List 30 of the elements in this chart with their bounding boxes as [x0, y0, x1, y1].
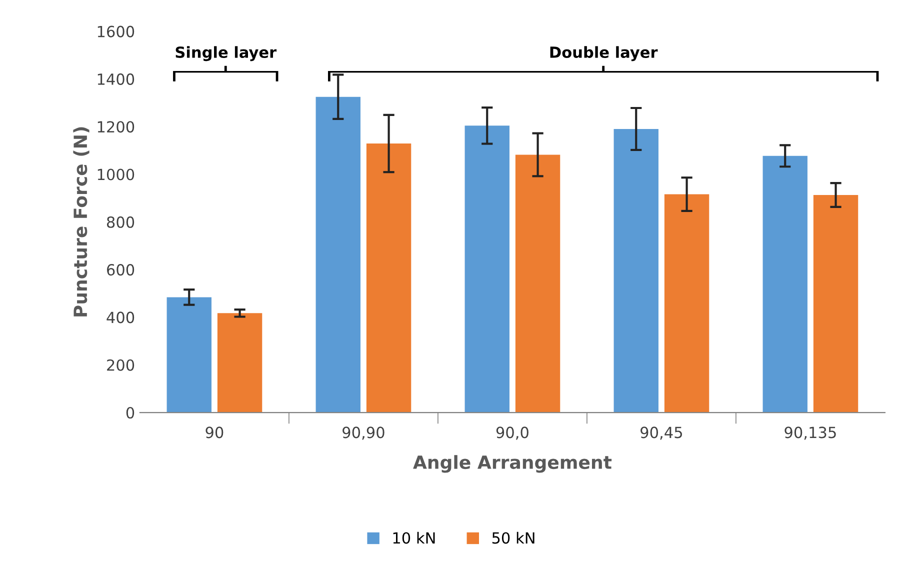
bar — [515, 154, 560, 413]
bar — [166, 297, 212, 413]
x-tick-label: 90,45 — [640, 426, 682, 440]
y-tick-label: 0 — [126, 406, 134, 419]
y-tick-label: 1000 — [98, 168, 134, 180]
bar — [464, 126, 510, 413]
x-tick-label: 90,0 — [496, 426, 528, 440]
y-axis-title: Puncture Force (N) — [73, 127, 90, 316]
bar — [316, 96, 360, 413]
bar — [664, 194, 710, 413]
y-tick-label: 800 — [106, 216, 134, 228]
x-tick-label: 90,135 — [784, 426, 836, 440]
annotation: Double layer — [550, 46, 658, 62]
x-tick-label: 90,90 — [342, 426, 384, 440]
legend-label: 50 kN — [492, 532, 534, 544]
bar — [217, 313, 262, 413]
y-tick-label: 200 — [107, 359, 134, 371]
bar — [614, 128, 658, 413]
bar — [762, 156, 808, 413]
annotation: Single layer — [176, 46, 277, 62]
bar — [813, 194, 858, 413]
x-axis-title: Angle Arrangement — [413, 455, 612, 473]
y-tick-label: 600 — [107, 264, 134, 276]
legend-label: 10 kN — [393, 532, 435, 544]
bar — [366, 144, 412, 413]
y-tick-label: 1600 — [98, 26, 134, 38]
y-tick-label: 1200 — [98, 121, 134, 133]
y-tick-label: 400 — [106, 312, 134, 324]
x-tick-label: 90 — [206, 426, 224, 438]
y-tick-label: 1400 — [98, 73, 134, 85]
